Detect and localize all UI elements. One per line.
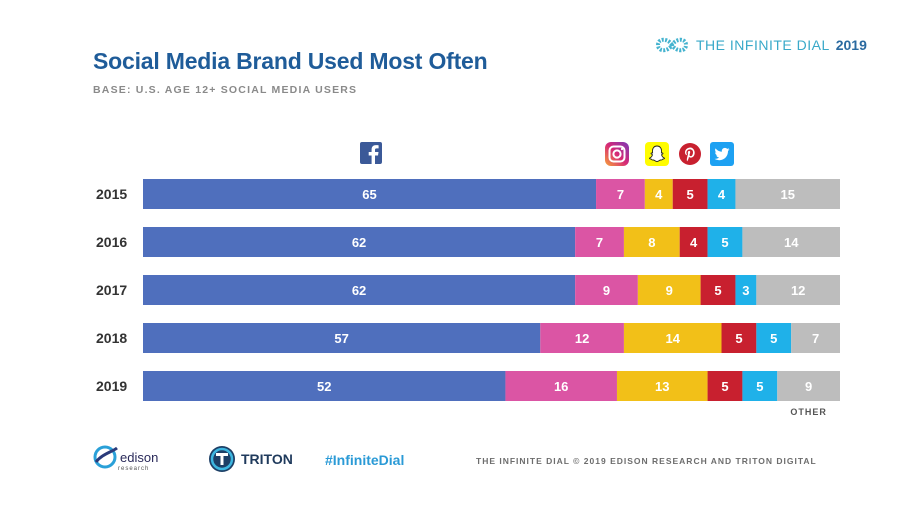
data-label-snapchat-2015: 4: [655, 187, 663, 202]
data-label-twitter-2017: 3: [742, 283, 749, 298]
bar-pinterest-2016: [679, 227, 708, 257]
snapchat-icon: [645, 142, 669, 166]
data-label-instagram-2018: 12: [575, 331, 589, 346]
brand-year: 2019: [835, 37, 867, 53]
bar-snapchat-2015: [644, 179, 673, 209]
year-label-2019: 2019: [96, 378, 127, 394]
data-label-facebook-2019: 52: [317, 379, 331, 394]
bar-twitter-2019: [742, 371, 778, 401]
data-label-facebook-2015: 65: [362, 187, 376, 202]
bar-pinterest-2015: [672, 179, 708, 209]
data-label-snapchat-2018: 14: [665, 331, 680, 346]
year-label-2017: 2017: [96, 282, 127, 298]
bar-instagram-2017: [575, 275, 638, 305]
bar-instagram-2016: [575, 227, 624, 257]
data-label-pinterest-2017: 5: [714, 283, 721, 298]
year-label-2015: 2015: [96, 186, 127, 202]
bar-facebook-2018: [143, 323, 541, 353]
data-label-instagram-2019: 16: [554, 379, 568, 394]
data-label-instagram-2016: 7: [596, 235, 603, 250]
data-label-pinterest-2018: 5: [735, 331, 742, 346]
year-label-2016: 2016: [96, 234, 127, 250]
data-label-snapchat-2017: 9: [666, 283, 673, 298]
bar-pinterest-2018: [721, 323, 757, 353]
bar-twitter-2015: [707, 179, 736, 209]
bar-instagram-2019: [505, 371, 617, 401]
edison-logo: edison research: [92, 444, 159, 472]
facebook-icon: [360, 142, 382, 164]
data-label-twitter-2018: 5: [770, 331, 777, 346]
data-label-facebook-2017: 62: [352, 283, 366, 298]
data-label-other-2016: 14: [784, 235, 799, 250]
bar-twitter-2016: [707, 227, 743, 257]
chart-subtitle: BASE: U.S. AGE 12+ SOCIAL MEDIA USERS: [93, 84, 358, 96]
bar-pinterest-2019: [707, 371, 743, 401]
bar-snapchat-2018: [623, 323, 722, 353]
hashtag: #InfiniteDial: [325, 452, 405, 468]
bar-other-2015: [735, 179, 840, 209]
page-title: Social Media Brand Used Most Often: [93, 48, 488, 74]
bar-instagram-2018: [540, 323, 624, 353]
bar-facebook-2015: [143, 179, 597, 209]
data-label-other-2018: 7: [812, 331, 819, 346]
twitter-icon: [710, 142, 734, 166]
edison-name: edison: [120, 449, 159, 465]
data-label-twitter-2016: 5: [721, 235, 728, 250]
data-label-other-2015: 15: [780, 187, 794, 202]
bar-instagram-2015: [596, 179, 645, 209]
year-label-2018: 2018: [96, 330, 127, 346]
bar-other-2018: [791, 323, 840, 353]
bar-other-2019: [777, 371, 840, 401]
data-label-facebook-2016: 62: [352, 235, 366, 250]
bar-other-2016: [742, 227, 840, 257]
bar-snapchat-2019: [616, 371, 708, 401]
bar-twitter-2018: [756, 323, 792, 353]
data-label-facebook-2018: 57: [334, 331, 348, 346]
instagram-icon: [605, 142, 629, 166]
data-label-instagram-2015: 7: [617, 187, 624, 202]
bar-other-2017: [756, 275, 840, 305]
infinity-icon: [655, 37, 689, 53]
triton-icon: [209, 446, 235, 472]
bar-facebook-2016: [143, 227, 576, 257]
data-label-pinterest-2016: 4: [690, 235, 698, 250]
brand-word: THE INFINITE DIAL: [696, 37, 830, 53]
copyright: THE INFINITE DIAL © 2019 EDISON RESEARCH…: [476, 456, 817, 466]
data-label-instagram-2017: 9: [603, 283, 610, 298]
data-label-pinterest-2019: 5: [721, 379, 728, 394]
edison-swirl-icon: [93, 445, 118, 469]
other-label: OTHER: [790, 407, 827, 417]
data-label-twitter-2015: 4: [718, 187, 726, 202]
data-label-twitter-2019: 5: [756, 379, 763, 394]
stacked-bar-chart: 2015 65 7 4 5 4 15 2016 62 7 8 4 5 14 2017 62 9 9 5 3 12 2018…: [96, 142, 840, 417]
triton-name: TRITON: [241, 451, 293, 467]
data-label-other-2019: 9: [805, 379, 812, 394]
bar-facebook-2019: [143, 371, 506, 401]
bar-snapchat-2016: [623, 227, 680, 257]
data-label-snapchat-2019: 13: [655, 379, 669, 394]
triton-logo: TRITON: [207, 444, 293, 474]
edison-sub: research: [118, 466, 150, 472]
bar-twitter-2017: [735, 275, 757, 305]
data-label-other-2017: 12: [791, 283, 805, 298]
bar-snapchat-2017: [637, 275, 701, 305]
data-label-pinterest-2015: 5: [687, 187, 694, 202]
bar-pinterest-2017: [700, 275, 736, 305]
infinite-dial-logo: THE INFINITE DIAL 2019: [654, 35, 867, 55]
pinterest-icon: [679, 143, 701, 165]
bar-facebook-2017: [143, 275, 576, 305]
data-label-snapchat-2016: 8: [648, 235, 655, 250]
